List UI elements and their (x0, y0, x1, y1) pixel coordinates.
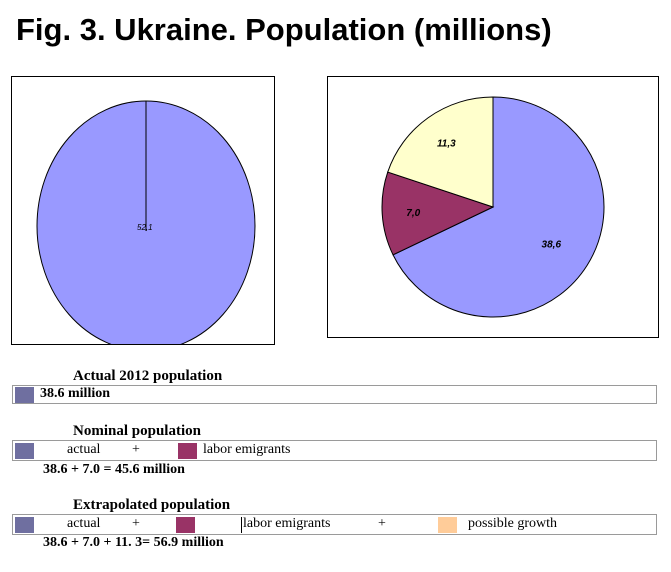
pie-chart-breakdown: 38,6 7,0 11,3 (381, 96, 605, 318)
pie-label-actual: 38,6 (542, 239, 562, 250)
plus-sign: + (132, 442, 140, 457)
legend-extrapolated-emigrants-label: labor emigrants (243, 516, 331, 531)
pie-slice-emigrants (381, 171, 495, 256)
legend-actual-value: 38.6 million (40, 386, 111, 401)
growth-swatch (438, 517, 457, 533)
pie-label-total: 52,1 (137, 223, 153, 232)
emigrants-swatch (176, 517, 195, 533)
pie-chart-panel-total: 52,1 (11, 76, 275, 345)
legend-extrapolated-box: actual + labor emigrants + possible grow… (12, 514, 657, 535)
legend-extrapolated-growth-label: possible growth (468, 516, 558, 531)
legend-actual-heading: Actual 2012 population (73, 368, 223, 384)
legend-extrapolated-actual-label: actual (67, 516, 101, 531)
pie-chart-total: 52,1 (36, 100, 256, 344)
actual-swatch (15, 443, 34, 459)
legend-nominal-heading: Nominal population (73, 423, 201, 439)
legend-nominal-formula: 38.6 + 7.0 = 45.6 million (43, 462, 185, 477)
legend-extrapolated: Extrapolated population actual + labor e… (12, 495, 657, 555)
legend-extrapolated-formula: 38.6 + 7.0 + 11. 3= 56.9 million (43, 535, 224, 550)
legend-nominal-emigrants-label: labor emigrants (203, 442, 291, 457)
plus-sign-2: + (378, 516, 386, 531)
actual-swatch (15, 387, 34, 403)
pie-slice-growth (387, 96, 494, 208)
emigrants-swatch (178, 443, 197, 459)
pie-slice-actual (392, 96, 605, 318)
legend-nominal-box: actual + labor emigrants (12, 440, 657, 461)
pie-label-growth: 11,3 (437, 139, 456, 150)
legend-nominal: Nominal population actual + labor emigra… (12, 421, 657, 481)
legend-actual-box: 38.6 million (12, 385, 657, 404)
plus-sign: + (132, 516, 140, 531)
figure-title: Fig. 3. Ukraine. Population (millions) (16, 12, 552, 47)
text-cursor (241, 517, 242, 533)
pie-label-emigrants: 7,0 (406, 208, 420, 219)
legend-extrapolated-heading: Extrapolated population (73, 497, 231, 513)
actual-swatch (15, 517, 34, 533)
pie-chart-panel-breakdown: 38,6 7,0 11,3 (327, 76, 659, 338)
legend-nominal-actual-label: actual (67, 442, 101, 457)
legend-actual: Actual 2012 population 38.6 million (12, 366, 657, 406)
